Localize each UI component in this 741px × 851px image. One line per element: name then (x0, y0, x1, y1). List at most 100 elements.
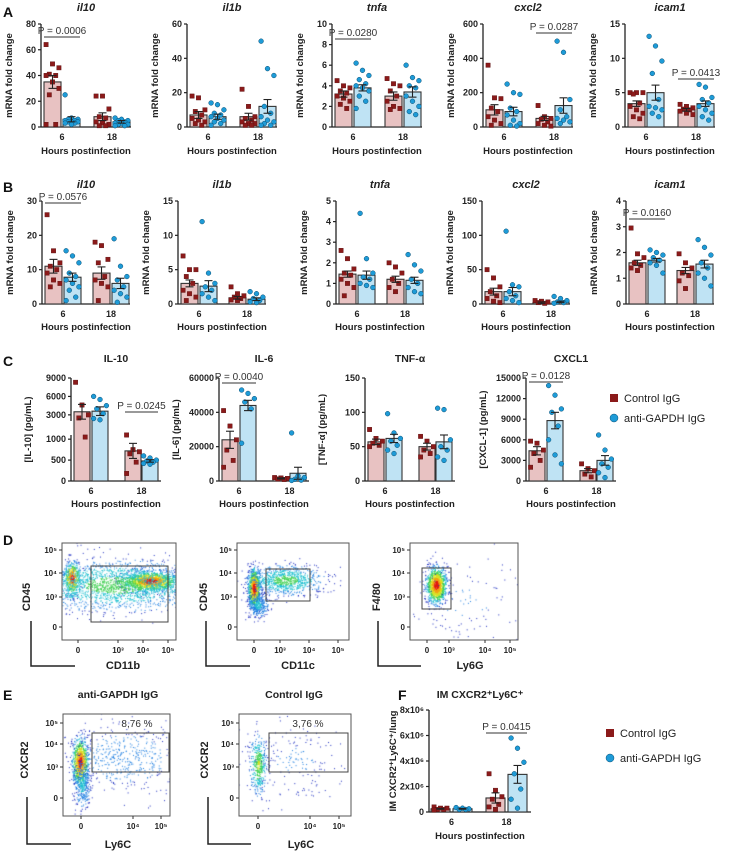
y-tick-label: 4 (616, 196, 621, 206)
data-point-anti-gapdh (545, 382, 552, 389)
x-tick-label: 6 (196, 309, 201, 319)
data-point-anti-gapdh (356, 76, 362, 83)
data-point-control (249, 122, 255, 128)
data-point-anti-gapdh (111, 236, 117, 242)
data-point-anti-gapdh (90, 415, 97, 422)
data-point-control (427, 451, 433, 456)
data-point-anti-gapdh (551, 293, 557, 300)
data-point-control (677, 101, 683, 107)
data-point-control (683, 260, 688, 266)
data-point-control (496, 801, 502, 807)
data-point-anti-gapdh (552, 392, 558, 398)
y-axis-label: [TNF-α] (pg/mL) (317, 394, 328, 465)
data-point-control (54, 267, 60, 273)
data-point-anti-gapdh (602, 447, 608, 453)
y-tick-label: 2 (326, 258, 331, 268)
x-axis-label: Hours postinfection (177, 322, 267, 333)
data-point-control (627, 103, 633, 109)
data-point-anti-gapdh (602, 474, 608, 481)
data-point-control (183, 274, 189, 279)
data-point-control (391, 103, 396, 109)
data-point-control (202, 107, 208, 113)
data-point-control (73, 379, 79, 385)
p-value-label: P = 0.0280 (329, 28, 378, 39)
data-point-control (183, 298, 189, 303)
gate-rectangle (268, 732, 349, 773)
y-tick-label: 3 (616, 222, 621, 232)
y-tick-label: 3000 (46, 410, 66, 420)
y-tick-label: 20 (27, 230, 37, 240)
data-point-anti-gapdh (366, 72, 372, 79)
x-tick-label: 10⁵ (332, 646, 345, 655)
flow-density-scatter (239, 714, 351, 816)
data-point-control (193, 267, 199, 273)
data-point-anti-gapdh (555, 423, 561, 429)
data-point-control (347, 85, 353, 91)
data-point-anti-gapdh (554, 38, 560, 44)
y-tick-label: 0 (168, 299, 173, 309)
data-point-control (44, 212, 50, 218)
axis-scale-bar (30, 621, 75, 667)
x-tick-label: 18 (107, 132, 117, 142)
data-point-anti-gapdh (258, 38, 264, 44)
data-point-anti-gapdh (357, 280, 363, 287)
data-point-control (391, 81, 396, 87)
flow-plot-frame (409, 542, 519, 641)
data-point-control (493, 807, 498, 812)
data-point-control (133, 459, 139, 465)
data-point-anti-gapdh (506, 288, 512, 295)
data-point-control (43, 73, 49, 78)
y-tick-label: 0 (616, 299, 621, 309)
y-tick-label: 0 (61, 476, 66, 486)
legend-anti-label: anti-GAPDH IgG (620, 753, 701, 765)
data-point-anti-gapdh (353, 83, 359, 89)
data-point-anti-gapdh (516, 284, 522, 290)
data-point-control (85, 412, 91, 418)
p-value-label: P = 0.0413 (672, 68, 721, 79)
legend: Control IgG anti-GAPDH IgG (605, 728, 701, 765)
data-point-anti-gapdh (221, 107, 227, 113)
y-tick-label: 80 (26, 19, 36, 29)
data-point-control (418, 454, 423, 460)
data-point-anti-gapdh (199, 218, 205, 225)
y-tick-label: 10⁵ (45, 719, 58, 728)
chart-title: tnfa (370, 179, 390, 191)
data-point-control (387, 88, 393, 94)
data-point-control (230, 458, 236, 463)
data-point-control (489, 796, 495, 802)
data-point-control (105, 284, 111, 290)
data-point-anti-gapdh (353, 60, 359, 66)
data-point-anti-gapdh (696, 81, 702, 88)
y-tick-label: 12000 (496, 394, 521, 404)
data-point-control (484, 267, 490, 273)
x-tick-label: 10⁵ (155, 822, 168, 831)
data-point-control (534, 440, 540, 446)
y-tick-label: 50 (467, 265, 477, 275)
data-point-control (635, 251, 640, 257)
data-point-control (488, 105, 494, 111)
data-point-anti-gapdh (413, 111, 419, 118)
flow-plot-D-ly6g: 10⁵ 10⁴ 10³ 0 0 10³ 10⁴ 10⁵ F4/80 Ly6G (371, 542, 519, 672)
data-point-anti-gapdh (702, 107, 709, 113)
data-point-control (376, 442, 382, 448)
data-point-control (676, 278, 682, 284)
data-point-control (337, 101, 343, 107)
legend-anti-label: anti-GAPDH IgG (624, 413, 705, 425)
x-axis-label: Hours postinfection (483, 146, 573, 157)
chart-C-il6: 0 20000 40000 60000 6 18 Hours postinfection IL… (171, 353, 309, 510)
data-point-control (634, 107, 639, 113)
data-point-control (57, 260, 63, 266)
data-point-anti-gapdh (503, 228, 509, 234)
data-point-anti-gapdh (708, 252, 714, 258)
data-point-control (399, 270, 405, 276)
y-tick-label: 9000 (46, 373, 66, 383)
data-point-control (239, 86, 245, 92)
data-point-control (386, 285, 392, 290)
y-tick-label: 10⁵ (221, 719, 234, 728)
x-axis-label: Hours postinfection (481, 322, 571, 333)
data-point-anti-gapdh (560, 117, 567, 123)
y-tick-label: 40 (26, 71, 36, 81)
y-tick-label: 15 (610, 19, 620, 29)
data-point-control (630, 91, 636, 97)
y-tick-label: 6x10⁶ (400, 731, 424, 741)
